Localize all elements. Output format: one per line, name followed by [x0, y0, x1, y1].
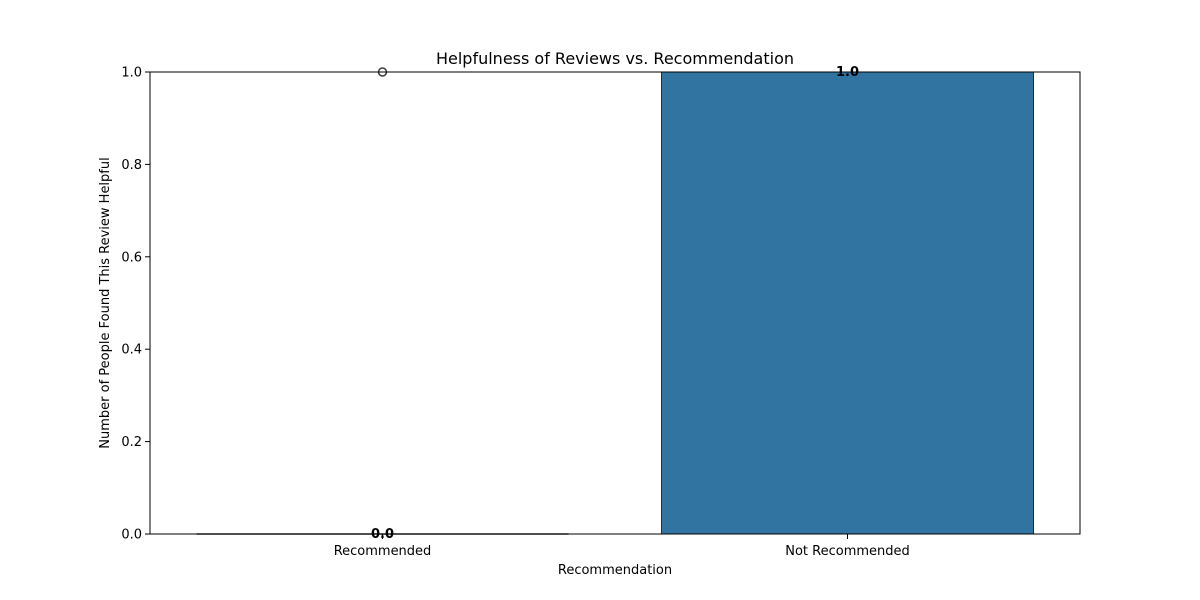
y-axis-label: Number of People Found This Review Helpf… — [98, 157, 113, 448]
chart-title: Helpfulness of Reviews vs. Recommendatio… — [436, 49, 794, 68]
y-tick-label: 0.0 — [121, 528, 142, 543]
data-label: 1.0 — [836, 65, 859, 80]
y-tick-label: 0.8 — [121, 158, 142, 173]
y-tick-label: 0.6 — [121, 250, 142, 265]
bar-not-recommended — [661, 71, 1034, 535]
x-axis-label: Recommendation — [558, 563, 672, 578]
y-tick-label: 0.2 — [121, 435, 142, 450]
y-tick-label: 0.4 — [121, 343, 142, 358]
y-tick-label: 1.0 — [121, 66, 142, 81]
plot-frame — [149, 71, 1081, 535]
x-tick-label: Not Recommended — [785, 544, 910, 559]
plot-area: 0.0 0.2 0.4 0.6 0.8 1.0 Recommended Not Recomme… — [121, 65, 1081, 559]
data-label: 0.0 — [371, 527, 394, 542]
x-tick-label: Recommended — [334, 544, 432, 559]
